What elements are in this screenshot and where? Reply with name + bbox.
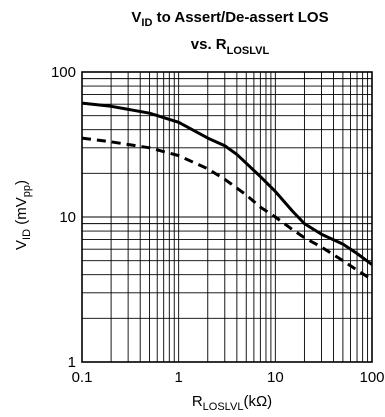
grid [81,72,372,363]
series-layer [81,101,373,281]
y-tick-label: 10 [59,209,76,226]
chart-title-line1: VID to Assert/De-assert LOS [131,9,328,29]
x-tick-label: 10 [267,369,284,386]
y-tick-label: 100 [51,64,76,81]
series-1-line [81,101,373,266]
plot-frame [81,71,373,363]
x-axis-label: RLOSLVL(kΩ) [192,393,272,413]
y-tick-label: 1 [68,354,76,371]
x-tick-label: 100 [359,369,384,386]
x-tick-label: 1 [174,369,182,386]
series-2-line [81,136,373,281]
chart-title-line2: vs. RLOSLVL [191,36,270,57]
x-tick-label: 0.1 [72,369,93,386]
y-axis-label: VID (mVpp) [13,180,33,250]
